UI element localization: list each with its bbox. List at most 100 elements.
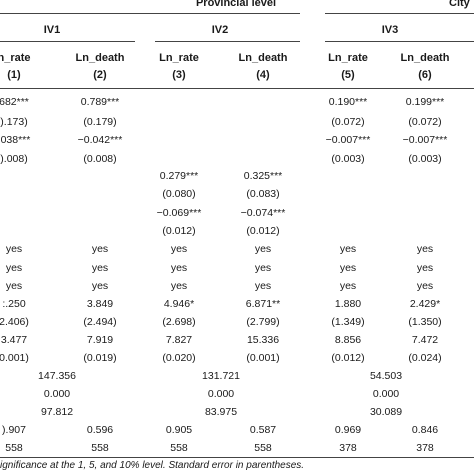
column-num-4: (4) xyxy=(256,69,270,81)
table-cell: (0.179) xyxy=(83,116,117,128)
table-cell: (0.008) xyxy=(83,153,117,165)
table-cell: yes xyxy=(5,262,23,274)
table-cell: 6.871** xyxy=(245,298,281,310)
table-cell: (0.024) xyxy=(408,352,442,364)
table-cell: ).173) xyxy=(0,116,28,128)
table-cell: 4.946* xyxy=(163,298,195,310)
table-cell: 558 xyxy=(5,442,23,454)
table-cell: (0.072) xyxy=(408,116,442,128)
table-cell: 0.325*** xyxy=(243,170,283,182)
column-num-2: (2) xyxy=(93,69,107,81)
column-num-3: (3) xyxy=(172,69,186,81)
header-city: City xyxy=(449,0,470,9)
table-cell: yes xyxy=(5,280,23,292)
table-cell: (1.350) xyxy=(408,316,442,328)
table-cell: yes xyxy=(170,280,188,292)
table-cell: 0.000 xyxy=(207,388,235,400)
table-cell: 97.812 xyxy=(40,406,74,418)
table-cell: (0.001) xyxy=(246,352,280,364)
table-cell: yes xyxy=(339,280,357,292)
table-cell: 0.279*** xyxy=(159,170,199,182)
table-cell: 30.089 xyxy=(369,406,403,418)
table-cell: 0.000 xyxy=(372,388,400,400)
column-var-1: n_rate xyxy=(0,52,31,64)
table-cell: (0.012) xyxy=(162,225,196,237)
table-cell: yes xyxy=(91,243,109,255)
table-cell: 558 xyxy=(170,442,188,454)
table-cell: −0.007*** xyxy=(402,134,448,146)
rule-bottom xyxy=(0,457,474,458)
table-cell: (0.003) xyxy=(408,153,442,165)
table-cell: ).907 xyxy=(2,424,26,436)
rule-iv2 xyxy=(155,41,300,42)
table-cell: 7.472 xyxy=(411,334,439,346)
table-cell: yes xyxy=(416,243,434,255)
table-cell: 0.905 xyxy=(165,424,193,436)
table-cell: 7.919 xyxy=(86,334,114,346)
table-cell: 0.000 xyxy=(43,388,71,400)
table-cell: 7.827 xyxy=(165,334,193,346)
rule-under-headers xyxy=(0,88,474,89)
table-cell: (0.012) xyxy=(331,352,365,364)
column-num-6: (6) xyxy=(418,69,432,81)
table-cell: (2.698) xyxy=(162,316,196,328)
header-iv3: IV3 xyxy=(381,24,399,36)
table-cell: 2.429* xyxy=(409,298,441,310)
rule-city xyxy=(325,13,474,14)
table-cell: yes xyxy=(91,280,109,292)
table-cell: yes xyxy=(254,262,272,274)
rule-iv1 xyxy=(0,41,135,42)
column-num-1: (1) xyxy=(7,69,21,81)
column-var-3: Ln_rate xyxy=(159,52,199,64)
column-var-2: Ln_death xyxy=(75,52,125,64)
table-cell: 3.849 xyxy=(86,298,114,310)
table-cell: :.250 xyxy=(2,298,26,310)
table-cell: 0.789*** xyxy=(80,96,120,108)
table-cell: 0.969 xyxy=(334,424,362,436)
table-cell: (0.019) xyxy=(83,352,117,364)
table-cell: 83.975 xyxy=(204,406,238,418)
column-var-4: Ln_death xyxy=(238,52,288,64)
table-cell: yes xyxy=(5,243,23,255)
table-cell: 15.336 xyxy=(246,334,280,346)
table-cell: yes xyxy=(170,243,188,255)
table-cell: 378 xyxy=(339,442,357,454)
table-cell: 131.721 xyxy=(202,370,240,382)
table-cell: −0.074*** xyxy=(240,207,286,219)
table-cell: 378 xyxy=(416,442,434,454)
table-cell: yes xyxy=(91,262,109,274)
table-cell: (2.799) xyxy=(246,316,280,328)
table-cell: 2.406) xyxy=(0,316,29,328)
table-cell: 0.190*** xyxy=(328,96,368,108)
table-cell: ).008) xyxy=(0,153,28,165)
table-cell: 0.596 xyxy=(86,424,114,436)
table-cell: −0.069*** xyxy=(156,207,202,219)
table-cell: (0.072) xyxy=(331,116,365,128)
table-cell: 0.846 xyxy=(411,424,439,436)
table-cell: −0.042*** xyxy=(77,134,123,146)
table-cell: yes xyxy=(254,243,272,255)
table-cell: (0.020) xyxy=(162,352,196,364)
table-cell: (0.003) xyxy=(331,153,365,165)
column-var-6: Ln_death xyxy=(400,52,450,64)
table-cell: (0.080) xyxy=(162,188,196,200)
header-iv1: IV1 xyxy=(43,24,61,36)
table-cell: 8.856 xyxy=(334,334,362,346)
rule-provincial xyxy=(0,13,300,14)
table-cell: (1.349) xyxy=(331,316,365,328)
table-cell: 1.880 xyxy=(334,298,362,310)
table-cell: 0.587 xyxy=(249,424,277,436)
header-provincial: Provincial level xyxy=(195,0,277,9)
table-cell: 682*** xyxy=(0,96,29,108)
table-cell: 558 xyxy=(91,442,109,454)
table-cell: yes xyxy=(339,262,357,274)
table-cell: −0.007*** xyxy=(325,134,371,146)
rule-iv3 xyxy=(325,41,474,42)
column-var-5: Ln_rate xyxy=(328,52,368,64)
table-cell: (2.494) xyxy=(83,316,117,328)
table-cell: (0.012) xyxy=(246,225,280,237)
table-cell: 147.356 xyxy=(38,370,76,382)
table-cell: yes xyxy=(416,280,434,292)
table-cell: yes xyxy=(416,262,434,274)
table-cell: 0.199*** xyxy=(405,96,445,108)
